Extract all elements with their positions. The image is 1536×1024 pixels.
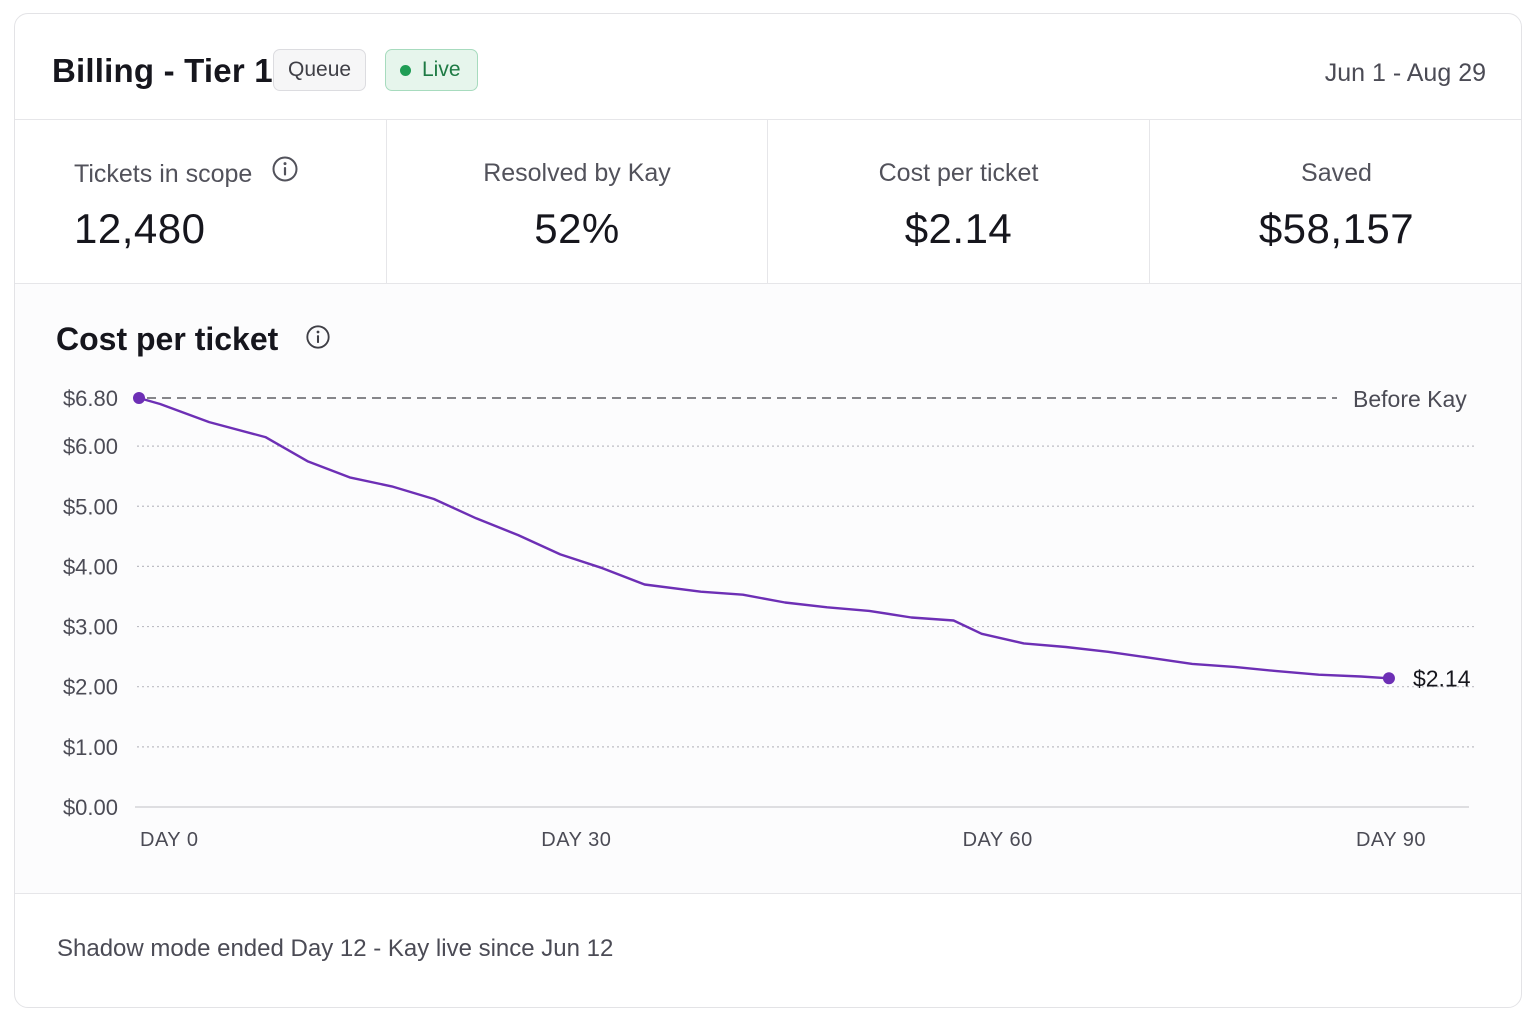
y-tick-label: $6.80 bbox=[63, 386, 118, 411]
stat-label: Saved bbox=[1301, 159, 1372, 187]
stat-tickets-in-scope: Tickets in scope 12,480 bbox=[15, 120, 386, 284]
chart-title: Cost per ticket bbox=[56, 320, 331, 361]
cost-line-chart: $0.00 $1.00 $2.00 $3.00 $4.00 $5.00 $6.00 $6.80… bbox=[63, 386, 1477, 851]
info-circle-icon[interactable] bbox=[305, 320, 331, 358]
queue-badge: Queue bbox=[273, 49, 367, 91]
end-point-marker bbox=[1382, 672, 1395, 685]
info-circle-icon[interactable] bbox=[271, 155, 299, 190]
end-value-label: $2.14 bbox=[1413, 665, 1471, 691]
x-tick-label: DAY 60 bbox=[963, 829, 1033, 851]
cost-series-line bbox=[137, 396, 1391, 680]
date-range[interactable]: Jun 1 - Aug 29 bbox=[1324, 59, 1486, 87]
cost-chart-section: Cost per ticket $0.00 $1.00 $2.00 $3.00 $4.0… bbox=[15, 284, 1521, 894]
x-tick-label: DAY 90 bbox=[1356, 829, 1426, 851]
queue-title: Billing - Tier 1 bbox=[52, 52, 273, 89]
card-footer: Shadow mode ended Day 12 - Kay live sinc… bbox=[15, 894, 1521, 1007]
stat-value: $58,157 bbox=[1258, 205, 1415, 252]
stat-value: 12,480 bbox=[74, 205, 206, 252]
chart-title-text: Cost per ticket bbox=[56, 321, 279, 357]
y-tick-label: $2.00 bbox=[63, 675, 118, 700]
baseline-label: Before Kay bbox=[1353, 386, 1467, 412]
card-header: Billing - Tier 1 Queue Live Jun 1 - Aug … bbox=[15, 14, 1521, 120]
live-status-label: Live bbox=[422, 58, 461, 81]
live-status-badge: Live bbox=[385, 49, 478, 91]
status-dot-icon bbox=[400, 65, 411, 76]
stat-label: Tickets in scope bbox=[74, 155, 386, 193]
start-point-marker bbox=[133, 392, 145, 404]
stat-value: $2.14 bbox=[904, 205, 1013, 252]
stat-value: 52% bbox=[534, 205, 620, 252]
stats-row: Tickets in scope 12,480 Resolved by Kay … bbox=[15, 120, 1521, 284]
stat-cost-per-ticket: Cost per ticket $2.14 bbox=[767, 120, 1149, 284]
y-tick-label: $1.00 bbox=[63, 735, 118, 760]
y-tick-label: $4.00 bbox=[63, 554, 118, 579]
stat-label-text: Tickets in scope bbox=[74, 160, 253, 189]
stat-label: Resolved by Kay bbox=[483, 159, 671, 187]
y-tick-label: $3.00 bbox=[63, 615, 118, 640]
y-tick-label: $5.00 bbox=[63, 494, 118, 519]
stat-resolved-by-kay: Resolved by Kay 52% bbox=[386, 120, 767, 284]
y-tick-label: $0.00 bbox=[63, 795, 118, 820]
metrics-card: Billing - Tier 1 Queue Live Jun 1 - Aug … bbox=[14, 13, 1522, 1008]
stat-label: Cost per ticket bbox=[878, 159, 1039, 187]
x-tick-label: DAY 0 bbox=[140, 829, 198, 851]
stat-saved: Saved $58,157 bbox=[1149, 120, 1521, 284]
footer-note: Shadow mode ended Day 12 - Kay live sinc… bbox=[57, 935, 614, 962]
x-tick-label: DAY 30 bbox=[541, 829, 611, 851]
y-tick-label: $6.00 bbox=[63, 434, 118, 459]
